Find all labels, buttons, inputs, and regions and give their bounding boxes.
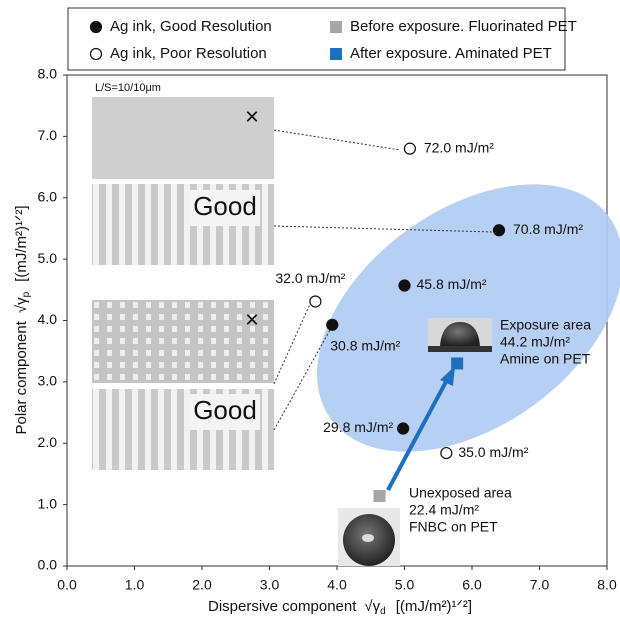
point-label: 70.8 mJ/m² (513, 221, 583, 237)
y-tick-label: 3.0 (38, 373, 58, 389)
point (441, 448, 452, 459)
y-tick-label: 8.0 (38, 66, 58, 82)
legend-marker (91, 22, 102, 33)
point (494, 225, 505, 236)
point (404, 143, 415, 154)
legend-label: After exposure. Aminated PET (350, 45, 552, 62)
x-tick-label: 3.0 (260, 577, 280, 593)
x-axis-label: Dispersive component√γd[(mJ/m²)¹ᐟ²] (208, 598, 472, 617)
point-label: 30.8 mJ/m² (330, 337, 400, 353)
annotation: 22.4 mJ/m² (409, 502, 479, 518)
point (451, 357, 463, 369)
y-tick-label: 0.0 (38, 557, 58, 573)
leader (274, 130, 400, 150)
inset-label: × (245, 306, 259, 333)
legend-label: Ag ink, Good Resolution (110, 18, 272, 35)
x-tick-label: 7.0 (530, 577, 550, 593)
x-tick-label: 6.0 (462, 577, 482, 593)
droplet-unexposed (338, 508, 400, 566)
legend-marker (330, 48, 342, 60)
inset-label: Good (193, 395, 257, 425)
y-tick-label: 7.0 (38, 127, 58, 143)
annotation: FNBC on PET (409, 519, 498, 535)
y-tick-label: 2.0 (38, 434, 58, 450)
y-tick-label: 5.0 (38, 250, 58, 266)
x-tick-label: 4.0 (327, 577, 347, 593)
point (398, 423, 409, 434)
annotation: Unexposed area (409, 485, 512, 501)
point-label: 32.0 mJ/m² (275, 270, 345, 286)
annotation: 44.2 mJ/m² (500, 334, 570, 350)
droplet-exposed (428, 318, 492, 352)
point (327, 319, 338, 330)
annotation: Exposure area (500, 317, 591, 333)
annotation: L/S=10/10μm (95, 82, 161, 94)
y-tick-label: 4.0 (38, 311, 58, 327)
legend-label: Before exposure. Fluorinated PET (350, 18, 577, 35)
y-tick-label: 1.0 (38, 495, 58, 511)
chart: L/S=10/10μm × Good × Good Exposure area … (0, 0, 620, 619)
inset-label: × (245, 103, 259, 130)
y-axis-label: Polar component√γp[(mJ/m²)¹ᐟ²] (13, 205, 32, 434)
annotation: Amine on PET (500, 351, 591, 367)
point (399, 280, 410, 291)
point-label: 45.8 mJ/m² (417, 276, 487, 292)
leader (274, 304, 310, 384)
x-tick-label: 8.0 (597, 577, 617, 593)
legend-marker (91, 49, 102, 60)
legend-marker (330, 21, 342, 33)
legend-label: Ag ink, Poor Resolution (110, 45, 267, 62)
point-label: 72.0 mJ/m² (424, 139, 494, 155)
point-label: 29.8 mJ/m² (323, 419, 393, 435)
point-label: 35.0 mJ/m² (458, 444, 528, 460)
x-tick-label: 2.0 (192, 577, 212, 593)
point (374, 490, 386, 502)
x-tick-label: 1.0 (125, 577, 145, 593)
point (310, 296, 321, 307)
x-tick-label: 0.0 (57, 577, 77, 593)
x-tick-label: 5.0 (395, 577, 415, 593)
inset-label: Good (193, 191, 257, 221)
y-tick-label: 6.0 (38, 188, 58, 204)
